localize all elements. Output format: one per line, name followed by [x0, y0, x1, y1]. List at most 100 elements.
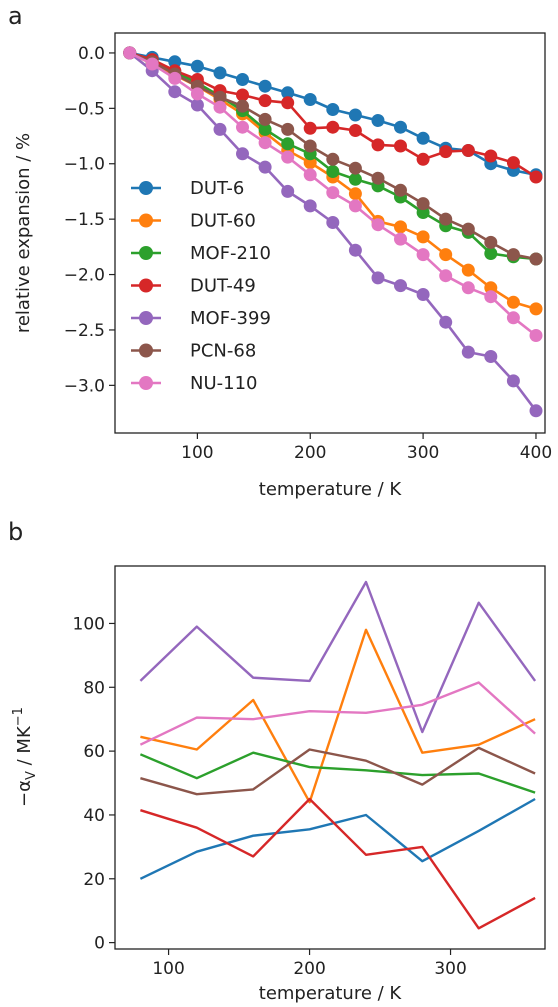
panel-a-series-dut-49-point [416, 152, 430, 166]
panel-a-legend: DUT-6 DUT-60 MOF-210 DUT-49 MOF-399 PCN-68 NU-… [131, 178, 271, 394]
panel-b-y-label-rest: / MK [14, 725, 35, 771]
panel-a-series-pcn-68-point [394, 183, 407, 197]
panel-a-series-dut-6-point [303, 93, 317, 106]
panel-a-series-dut-49-point [439, 145, 453, 159]
panel-a-series-dut-49-point [371, 138, 385, 152]
panel-a-series-dut-6-point [348, 108, 362, 122]
panel-a-series-mof-210-point [484, 247, 498, 260]
legend-marker-pcn-68 [139, 343, 153, 358]
panel-a-series-dut-49-point [258, 94, 272, 108]
panel-a-x-tick-label: 300 [407, 443, 439, 463]
panel-a-series-mof-210-point [281, 137, 295, 151]
panel-b-y-label-sup: −1 [11, 707, 26, 726]
panel-a-series-mof-399-point [529, 404, 543, 418]
panel-a-axes-frame [114, 32, 546, 434]
panel-b-series-dut-60-line [140, 628, 536, 804]
panel-a-series-dut-6-point [281, 86, 295, 100]
panel-a-y-tick-label: −1.0 [64, 155, 105, 175]
panel-a-series-pcn-68-point [303, 139, 317, 153]
panel-a-series-mof-399-point [213, 122, 227, 136]
panel-a-y-tick-label: −2.0 [64, 266, 105, 286]
panel-a-series-nu-110-point [145, 57, 159, 71]
panel-a-series-nu-110-point [348, 199, 362, 213]
panel-a-series-mof-210-point [416, 206, 430, 219]
panel-a-series-mof-399-point [371, 271, 385, 285]
panel-a-series-mof-399-point [439, 315, 453, 329]
panel-a-series-mof-210-point [258, 122, 272, 136]
panel-a-series-pcn-68-point [506, 248, 520, 262]
panel-a-y-axis-label: relative expansion / % [13, 133, 34, 333]
panel-a-series-dut-49-point [484, 149, 498, 163]
panel-a-series-mof-399-point [484, 350, 498, 363]
panel-a-label: a [8, 2, 23, 30]
panel-a-series-mof-399-point [416, 288, 430, 301]
panel-a-series-nu-110-point [394, 232, 407, 246]
panel-a-y-tick-label: −1.5 [64, 210, 105, 230]
panel-b-y-tick-label: 20 [83, 870, 105, 890]
panel-a-series-nu-110-point [168, 71, 182, 85]
panel-a-series-nu-110-point [416, 248, 430, 262]
panel-a-series-dut-49-point [461, 144, 475, 157]
legend-marker-dut-49 [139, 278, 153, 293]
panel-a-series-dut-6-point [213, 66, 227, 80]
panel-a-series-nu-110-point [236, 120, 249, 134]
panel-a-y-tick-label: −3.0 [64, 376, 105, 396]
panel-a-series-mof-399-point [348, 243, 362, 257]
panel-a-series-dut-60-point [529, 302, 543, 316]
panel-a-series-nu-110-point [371, 218, 385, 232]
panel-a-series-dut-49-point [394, 139, 407, 153]
panel-a-series-dut-6-point [416, 131, 430, 145]
legend-label-dut-6: DUT-6 [190, 178, 244, 199]
panel-a-series-nu-110-point [258, 136, 272, 150]
panel-a-series-pcn-68-point [416, 197, 430, 211]
panel-a-series-dut-49-point [348, 124, 362, 137]
panel-a-series-nu-110-point [213, 100, 227, 114]
panel-b-axes-frame [114, 565, 546, 950]
panel-a-series-mof-399-point [281, 184, 295, 198]
panel-a-series-nu-110-point [303, 168, 317, 182]
panel-b-y-tick-label: 80 [83, 678, 105, 698]
panel-a-series-dut-60-point [394, 220, 407, 234]
panel-a-series-nu-110-point [439, 269, 453, 283]
panel-b-y-axis-label: −αV / MK−1 [11, 707, 39, 807]
panel-b-y-tick-label: 40 [83, 806, 105, 826]
panel-a-series-dut-49-point [506, 156, 520, 170]
panel-a-series-mof-399-point [168, 85, 182, 99]
panel-b-x-axis-label: temperature / K [259, 983, 403, 1004]
panel-a-series-mof-399-point [461, 345, 475, 359]
panel-a-series-mof-399-point [303, 199, 317, 213]
panel-a-series-pcn-68-point [326, 152, 340, 166]
panel-a-series-dut-6-point [258, 79, 272, 93]
panel-a-series-dut-60-point [484, 281, 498, 295]
panel-a-series-pcn-68-point [484, 235, 498, 249]
panel-a-series-mof-399-point [506, 374, 520, 388]
panel-a: a 100 200 300 400 0.0 −0.5 −1.0 −1.5 −2.0 −2.5 −3… [8, 2, 552, 500]
panel-b-label: b [8, 518, 23, 546]
legend-marker-dut-6 [139, 181, 153, 195]
panel-a-series-mof-399-point [258, 160, 272, 174]
panel-a-series-nu-110-point [529, 329, 543, 342]
panel-a-y-tick-label: −0.5 [64, 99, 105, 119]
panel-a-series-pcn-68-point [439, 212, 453, 226]
panel-b-y-tick-label: 100 [73, 614, 105, 634]
panel-a-x-tick-label: 100 [181, 443, 213, 463]
panel-b-x-tick-label: 200 [293, 959, 325, 979]
panel-a-y-tick-label: −2.5 [64, 321, 105, 341]
legend-label-mof-210: MOF-210 [190, 243, 271, 264]
panel-b-series-mof-210-line [139, 751, 536, 794]
legend-label-dut-49: DUT-49 [190, 276, 256, 297]
panel-a-series-nu-110-point [461, 281, 475, 295]
panel-a-series-pcn-68-point [236, 99, 249, 113]
panel-a-x-axis-label: temperature / K [259, 479, 403, 500]
panel-b-series-dut-49-line [140, 797, 536, 930]
panel-b-x-ticks: 100 200 300 [152, 949, 467, 979]
panel-a-y-ticks: 0.0 −0.5 −1.0 −1.5 −2.0 −2.5 −3.0 [64, 44, 115, 396]
panel-a-series-dut-60-point [348, 187, 362, 201]
panel-a-series-nu-110-point [190, 87, 204, 101]
panel-a-series-dut-6-point [168, 55, 182, 69]
panel-b-series-nu-110-line [139, 681, 536, 746]
panel-b-series-dut-6-line [139, 797, 536, 880]
panel-a-x-ticks: 100 200 300 400 [181, 433, 552, 463]
panel-a-series-nu-110-point [484, 290, 498, 304]
panel-b-x-tick-label: 300 [434, 959, 466, 979]
